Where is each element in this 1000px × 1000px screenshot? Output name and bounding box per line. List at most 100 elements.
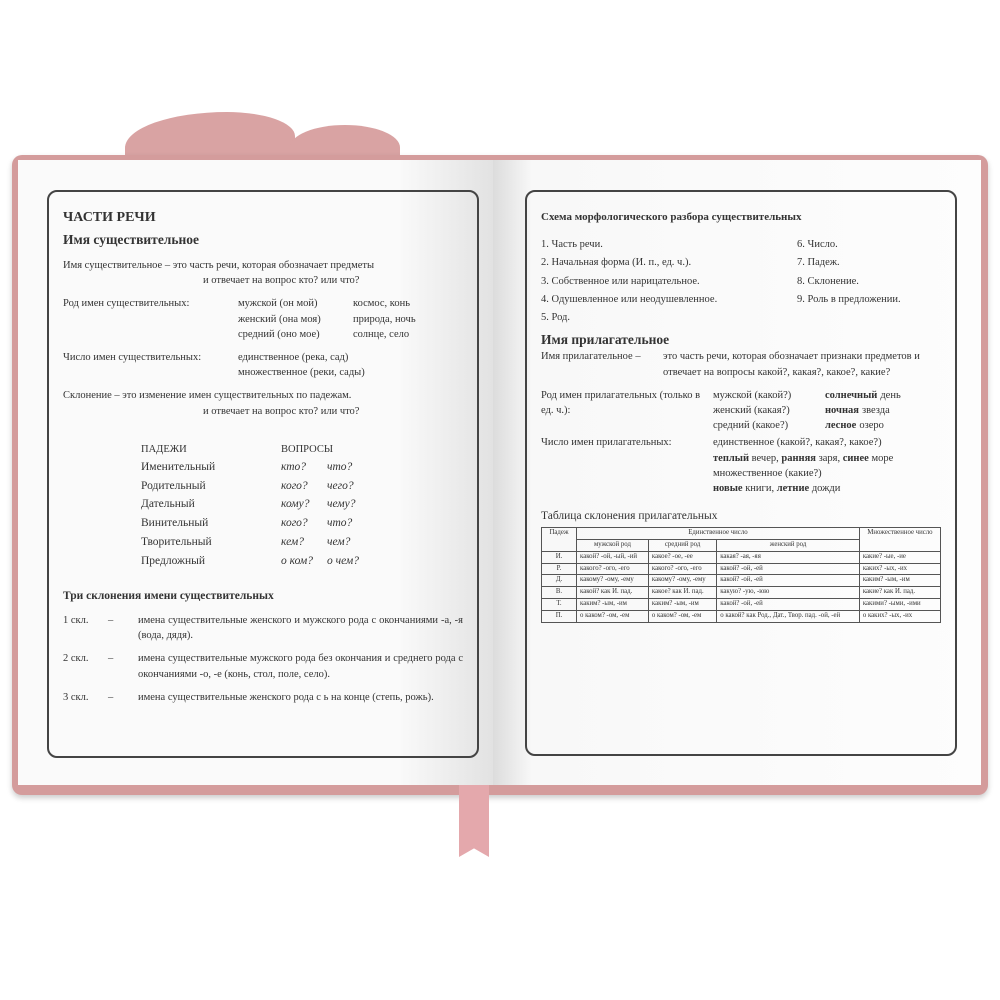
noun-heading: Имя существительное: [63, 232, 200, 248]
text: Склонение – это изменение имен существит…: [63, 390, 352, 402]
gender-list: мужской (он мой) космос, конь женский (он…: [238, 296, 416, 342]
gender-label: Род имен существительных:: [63, 298, 190, 310]
adj-gender: средний (какое?): [713, 420, 789, 432]
section-title: ЧАСТИ РЕЧИ: [63, 210, 156, 225]
case-name: Винительный: [141, 517, 209, 530]
col-singular: Единственное число: [576, 527, 860, 540]
adj-gender-label: Род имен прилагательных (только в ед. ч.…: [541, 389, 701, 417]
case-row: Дательный кому? чему?: [141, 495, 463, 514]
example-noun: звезда: [861, 405, 890, 417]
three-declensions-heading: Три склонения имени существительных: [63, 590, 274, 603]
text: Имя существительное – это часть речи, ко…: [63, 259, 375, 271]
declension-text: имена существительные женского рода с ь …: [138, 691, 434, 703]
scheme-item: 9. Роль в предложении.: [797, 294, 901, 306]
text: это часть речи, которая обозначает призн…: [663, 351, 920, 378]
table-cell: какое? как И. пад.: [647, 586, 718, 599]
dash: –: [108, 653, 114, 665]
col-case: Падеж: [541, 527, 577, 552]
scheme-item: 7. Падеж.: [797, 257, 840, 269]
col-fem: женский род: [716, 538, 860, 552]
case-question: кому?: [281, 498, 310, 511]
adj-gender-row: мужской (какой?) солнечный день: [713, 388, 901, 403]
cases-table: ПАДЕЖИ ВОПРОСЫ Именительный кто? что? Родите…: [141, 441, 463, 571]
case-name: Творительный: [141, 535, 212, 548]
case-name: Дательный: [141, 498, 195, 511]
right-page-content: Схема морфологического разбора существит…: [525, 190, 957, 756]
text: природа, ночь: [353, 313, 416, 325]
case-name: Именительный: [141, 460, 216, 473]
case-row: Винительный кого? что?: [141, 514, 463, 533]
text: средний (оно мое): [238, 328, 320, 340]
table-cell: какой? -ой, -ый, -ий: [576, 550, 649, 564]
number-label: Число имен существительных:: [63, 351, 202, 363]
declension-definition: Склонение – это изменение имен существит…: [63, 388, 463, 418]
table-cell: какую? -ую, -юю: [716, 586, 860, 599]
table-cell: какого? -ого, -его: [647, 562, 718, 576]
declension-number: 3 скл.: [63, 691, 89, 703]
adjective-heading: Имя прилагательное: [541, 331, 670, 347]
table-cell: о каких? -ых, -их: [858, 609, 942, 623]
adj-number-block: Число имен прилагательных: единственное …: [541, 435, 941, 496]
table-cell: Р.: [541, 562, 577, 576]
text: и отвечает на вопрос кто? или что?: [203, 405, 360, 417]
text: мужской (он мой): [238, 298, 318, 310]
text: множественное (какие?): [713, 467, 822, 479]
case-row: Именительный кто? что?: [141, 458, 463, 477]
declension-row: 3 скл. – имена существительные женского ро…: [63, 690, 463, 705]
example-adj: новые: [713, 483, 743, 495]
table-cell: какого? -ого, -его: [576, 562, 649, 576]
adj-gender: мужской (какой?): [713, 389, 792, 401]
table-cell: какой? -ой, -ей: [716, 597, 860, 611]
example-adj: солнечный: [825, 389, 878, 401]
scheme-list: 1. Часть речи. 2. Начальная форма (И. п.,…: [541, 236, 941, 328]
col-neut: средний род: [647, 538, 718, 552]
text: космос, конь: [353, 298, 411, 310]
scheme-item: 6. Число.: [797, 238, 838, 250]
bookmark-ribbon[interactable]: [459, 785, 489, 857]
table-row: В. какой? как И. пад. какое? как И. пад. ка…: [541, 586, 942, 599]
case-question: кто?: [281, 460, 307, 473]
scheme-item: 1. Часть речи.: [541, 238, 603, 250]
table-cell: о какой? как Род., Дат., Твор. пад. -ой,…: [716, 609, 860, 623]
scheme-item: 4. Одушевленное или неодушевленное.: [541, 294, 718, 306]
table-cell: Д.: [541, 574, 577, 588]
example-noun: заря,: [818, 452, 841, 464]
example-noun: озеро: [859, 420, 884, 432]
example-adj: лесное: [825, 420, 857, 432]
left-page: [18, 160, 493, 785]
case-question: кого?: [281, 479, 308, 492]
table-row: П. о каком? -ом, -ем о каком? -ом, -ем о ка…: [541, 609, 942, 623]
cases-header: ПАДЕЖИ: [141, 443, 187, 455]
case-question: что?: [327, 517, 353, 530]
case-question: чего?: [327, 479, 354, 492]
table-cell: И.: [541, 550, 577, 564]
case-row: Творительный кем? чем?: [141, 533, 463, 552]
text: Имя прилагательное –: [541, 351, 641, 363]
noun-definition: Имя существительное – это часть речи, ко…: [63, 258, 463, 288]
scheme-item: 8. Склонение.: [797, 275, 859, 287]
adj-number-label: Число имен прилагательных:: [541, 437, 672, 449]
scheme-heading: Схема морфологического разбора существит…: [541, 211, 802, 223]
adj-gender-row: женский (какая?) ночная звезда: [713, 403, 901, 418]
table-cell: Т.: [541, 597, 577, 611]
declension-number: 1 скл.: [63, 615, 89, 627]
declension-row: 2 скл. – имена существительные мужского ро…: [63, 651, 463, 681]
example-noun: день: [880, 389, 901, 401]
table-row: Д. какому? -ому, -ему какому? -ому, -ему ка…: [541, 574, 942, 588]
adjective-declension-table: Падеж Единственное число Множественное чис…: [541, 527, 942, 623]
declension-row: 1 скл. – имена существительные женского и …: [63, 613, 463, 643]
example-noun: вечер,: [751, 452, 779, 464]
table-row: Р. какого? -ого, -его какого? -ого, -его ка…: [541, 562, 942, 576]
table-row: Т. каким? -ым, -им каким? -ым, -им какой? -…: [541, 597, 942, 611]
case-question: о чем?: [327, 554, 360, 567]
text: солнце, село: [353, 328, 410, 340]
table-cell: какие? как И. пад.: [858, 586, 942, 599]
gender-block: Род имен существительных: мужской (он мо…: [63, 296, 463, 342]
table-cell: П.: [541, 609, 577, 623]
dash: –: [108, 615, 114, 627]
table-cell: какому? -ому, -ему: [576, 574, 649, 588]
number-block: Число имен существительных: единственное…: [63, 350, 463, 380]
col-plural: Множественное число: [858, 527, 942, 552]
scheme-item: 2. Начальная форма (И. п., ед. ч.).: [541, 257, 692, 269]
table-cell: какое? -ое, -ее: [647, 550, 718, 564]
